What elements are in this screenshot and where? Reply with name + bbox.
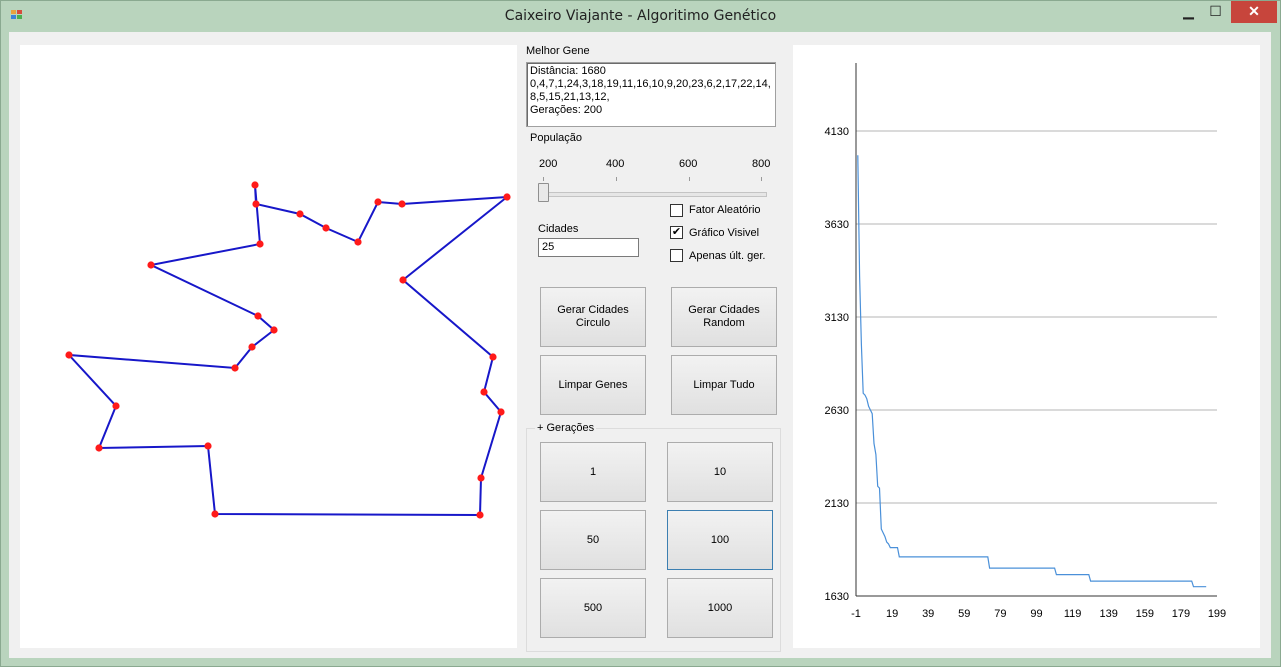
slider-tick-label: 200 — [539, 158, 558, 170]
minimize-button[interactable]: ▁ — [1183, 3, 1194, 19]
clear-genes-button[interactable]: Limpar Genes — [540, 355, 646, 415]
x-tick-label: 19 — [886, 608, 898, 620]
client-area: Melhor Gene Distância: 1680 0,4,7,1,24,3… — [9, 32, 1271, 658]
city-point — [112, 402, 120, 410]
y-tick-label: 1630 — [825, 591, 849, 603]
x-tick-label: 199 — [1208, 608, 1226, 620]
best-gene-label: Melhor Gene — [526, 45, 590, 57]
last-gen-only-label: Apenas últ. ger. — [689, 250, 766, 262]
city-point — [354, 238, 362, 246]
app-icon — [11, 10, 25, 22]
x-tick-label: 99 — [1030, 608, 1042, 620]
y-tick-label: 3130 — [825, 312, 849, 324]
x-tick-label: 79 — [994, 608, 1006, 620]
x-tick-label: 39 — [922, 608, 934, 620]
generations-1-button[interactable]: 1 — [540, 442, 646, 502]
city-point — [147, 261, 155, 269]
generations-group-label: + Gerações — [535, 422, 597, 434]
slider-tick-mark — [761, 177, 762, 181]
generate-random-cities-button[interactable]: Gerar Cidades Random — [671, 287, 777, 347]
city-map-panel[interactable] — [20, 45, 517, 648]
fitness-chart: 1630 2130 2630 3130 3630 4130 -1 19 39 59 79 99 119 1… — [825, 63, 1226, 620]
city-point — [211, 510, 219, 518]
distance-series-line — [857, 155, 1207, 588]
generations-100-button[interactable]: 100 — [667, 510, 773, 570]
close-button[interactable]: ✕ — [1231, 1, 1277, 23]
y-tick-label: 2130 — [825, 498, 849, 510]
random-factor-checkbox[interactable] — [670, 204, 683, 217]
city-point — [398, 200, 406, 208]
slider-tick-mark — [543, 177, 544, 181]
population-slider-thumb[interactable] — [538, 183, 549, 202]
last-gen-only-checkbox[interactable] — [670, 249, 683, 262]
best-gene-sequence: 0,4,7,1,24,3,18,19,11,16,10,9,20,23,6,2,… — [530, 78, 771, 103]
city-point — [231, 364, 239, 372]
y-tick-label: 3630 — [825, 219, 849, 231]
cities-input[interactable]: 25 — [538, 238, 639, 257]
city-point — [296, 210, 304, 218]
city-point — [322, 224, 330, 232]
generate-circle-cities-button[interactable]: Gerar Cidades Circulo — [540, 287, 646, 347]
city-point — [374, 198, 382, 206]
slider-tick-label: 400 — [606, 158, 625, 170]
clear-all-button[interactable]: Limpar Tudo — [671, 355, 777, 415]
graph-visible-checkbox[interactable]: ✔ — [670, 226, 683, 239]
generations-1000-button[interactable]: 1000 — [667, 578, 773, 638]
city-point — [256, 240, 264, 248]
city-point — [477, 474, 485, 482]
city-point — [254, 312, 262, 320]
y-tick-label: 4130 — [825, 126, 849, 138]
title-bar[interactable]: Caixeiro Viajante - Algoritimo Genético … — [1, 1, 1280, 33]
generations-50-button[interactable]: 50 — [540, 510, 646, 570]
tour-route — [66, 184, 511, 517]
best-gene-generations: Gerações: 200 — [530, 104, 603, 116]
population-slider-track[interactable] — [540, 192, 767, 197]
x-tick-label: 179 — [1172, 608, 1190, 620]
city-point — [497, 408, 505, 416]
tour-map — [65, 181, 511, 519]
slider-tick-mark — [689, 177, 690, 181]
fitness-chart-panel: 1630 2130 2630 3130 3630 4130 -1 19 39 59 79 99 119 1… — [793, 45, 1260, 648]
cities-label: Cidades — [538, 223, 579, 235]
city-point — [503, 193, 511, 201]
city-point — [248, 343, 256, 351]
maximize-button[interactable]: ☐ — [1209, 3, 1222, 19]
x-tick-label: 159 — [1136, 608, 1154, 620]
city-point — [251, 181, 259, 189]
graph-visible-label: Gráfico Visivel — [689, 227, 760, 239]
city-point — [489, 353, 497, 361]
best-gene-textbox[interactable]: Distância: 1680 0,4,7,1,24,3,18,19,11,16… — [526, 62, 776, 127]
x-tick-label: -1 — [851, 608, 861, 620]
x-tick-label: 139 — [1100, 608, 1118, 620]
generations-500-button[interactable]: 500 — [540, 578, 646, 638]
city-point — [399, 276, 407, 284]
city-point — [270, 326, 278, 334]
city-point — [480, 388, 488, 396]
generations-10-button[interactable]: 10 — [667, 442, 773, 502]
x-tick-label: 59 — [958, 608, 970, 620]
window-title: Caixeiro Viajante - Algoritimo Genético — [504, 8, 777, 24]
y-tick-label: 2630 — [825, 405, 849, 417]
best-gene-distance: Distância: 1680 — [530, 65, 606, 77]
generations-group — [526, 428, 781, 652]
slider-tick-mark — [616, 177, 617, 181]
city-point — [95, 444, 103, 452]
city-point — [65, 351, 73, 359]
random-factor-label: Fator Aleatório — [689, 204, 761, 216]
city-point — [204, 442, 212, 450]
city-point — [252, 200, 260, 208]
slider-tick-label: 600 — [679, 158, 698, 170]
population-label: População — [530, 132, 582, 144]
x-tick-label: 119 — [1064, 608, 1082, 620]
slider-tick-label: 800 — [752, 158, 771, 170]
city-point — [476, 511, 484, 519]
